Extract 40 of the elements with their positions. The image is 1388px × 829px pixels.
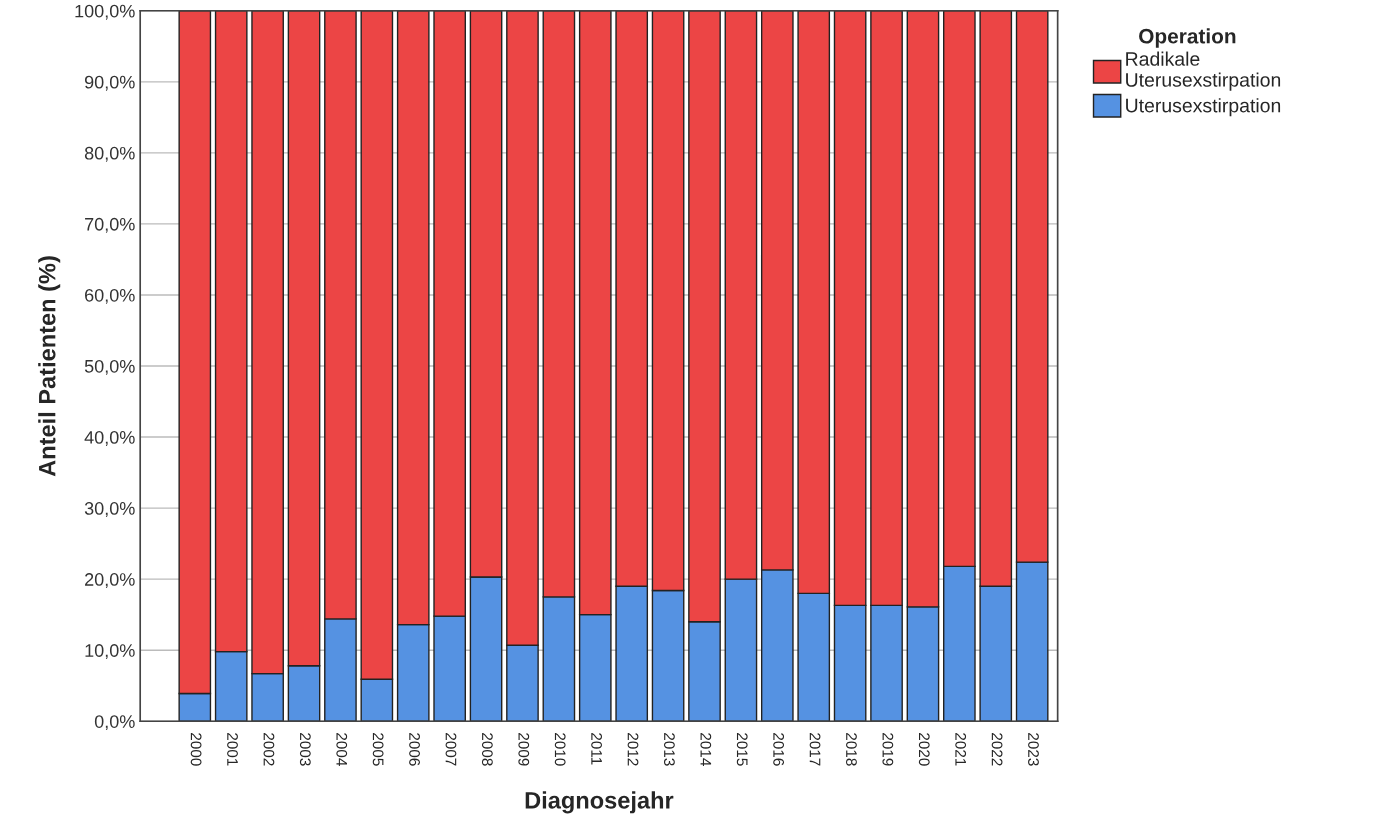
x-tick-label: 2005 — [372, 733, 384, 766]
x-tick-label: 2004 — [336, 733, 348, 766]
x-tick-label: 2009 — [518, 733, 530, 766]
x-tick-label: 2011 — [591, 733, 602, 765]
x-tick-label: 2007 — [445, 733, 457, 766]
legend-label: Uterusexstirpation — [1126, 98, 1281, 117]
y-tick-label: 60,0% — [85, 288, 135, 304]
x-axis-title: Diagnosejahr — [525, 791, 674, 814]
legend-title: Operation — [1139, 28, 1236, 48]
x-tick-label: 2016 — [773, 733, 785, 766]
x-tick-label: 2001 — [227, 733, 238, 766]
y-tick-label: 20,0% — [85, 573, 135, 588]
y-tick-label: 10,0% — [85, 644, 135, 660]
x-tick-label: 2017 — [809, 733, 821, 766]
x-tick-label: 2014 — [700, 733, 712, 766]
x-tick-label: 2008 — [481, 733, 493, 766]
x-tick-label: 2013 — [664, 733, 675, 766]
legend-label: Radikale Uterusexstirpation — [1126, 51, 1281, 91]
x-tick-label: 2020 — [918, 733, 930, 766]
x-tick-label: 2015 — [736, 733, 748, 766]
x-tick-label: 2000 — [190, 733, 202, 766]
x-tick-label: 2003 — [299, 733, 311, 766]
y-tick-label: 40,0% — [84, 430, 135, 446]
x-tick-label: 2018 — [846, 733, 857, 766]
y-axis-title: Anteil Patienten (%) — [38, 256, 61, 477]
y-tick-label: 30,0% — [84, 502, 135, 517]
x-tick-label: 2023 — [1028, 733, 1039, 766]
y-tick-label: 50,0% — [84, 359, 135, 375]
x-tick-label: 2002 — [263, 733, 275, 766]
y-tick-label: 70,0% — [85, 217, 135, 233]
x-tick-label: 2021 — [955, 733, 967, 766]
x-tick-label: 2019 — [882, 733, 894, 766]
x-tick-label: 2006 — [409, 733, 420, 766]
x-tick-label: 2010 — [554, 733, 566, 766]
y-tick-label: 0,0% — [94, 715, 135, 731]
y-tick-label: 100,0% — [75, 4, 135, 20]
y-tick-label: 90,0% — [84, 75, 135, 91]
x-tick-label: 2022 — [991, 733, 1003, 766]
y-tick-label: 80,0% — [84, 146, 135, 162]
x-tick-label: 2012 — [627, 733, 639, 766]
